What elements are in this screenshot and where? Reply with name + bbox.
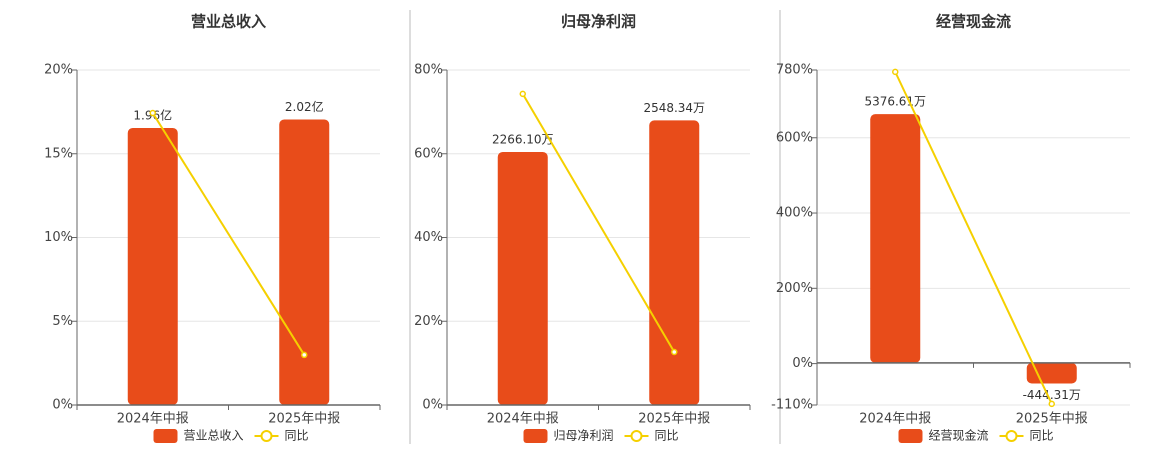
- legend-swatch: [153, 429, 178, 443]
- y-tick-label: 400%: [776, 206, 813, 221]
- x-tick-label: 2024年中报: [117, 412, 189, 427]
- y-tick-label: 600%: [776, 130, 813, 145]
- value-label: 2548.34万: [643, 101, 705, 115]
- legend-marker: [630, 430, 643, 442]
- legend-label: 归母净利润: [554, 429, 614, 443]
- chart-title: 经营现金流: [936, 13, 1011, 31]
- legend-label: 同比: [285, 429, 309, 443]
- x-tick-label: 2024年中报: [859, 412, 931, 427]
- bar: [870, 114, 921, 363]
- y-tick-label: 60%: [414, 146, 443, 161]
- y-tick-label: 200%: [776, 281, 813, 296]
- y-tick-label: 20%: [44, 63, 73, 78]
- y-tick-label: 10%: [44, 230, 73, 245]
- y-tick-label: 15%: [44, 146, 73, 161]
- y-tick-label: 0%: [792, 356, 813, 371]
- value-label: 5376.61万: [864, 95, 926, 109]
- x-tick-label: 2025年中报: [638, 412, 710, 427]
- legend-swatch: [523, 429, 548, 443]
- legend-label: 营业总收入: [184, 429, 244, 443]
- y-tick-label: 20%: [414, 314, 443, 329]
- value-label: -444.31万: [1023, 388, 1081, 402]
- line: [894, 71, 1053, 405]
- legend-label: 经营现金流: [929, 428, 989, 443]
- y-tick-label: 0%: [52, 398, 73, 413]
- bar: [649, 120, 700, 405]
- line: [151, 112, 306, 356]
- bar: [127, 127, 178, 405]
- x-tick-label: 2025年中报: [1016, 412, 1088, 427]
- legend-swatch: [898, 429, 923, 443]
- y-tick-label: 40%: [414, 230, 443, 245]
- y-tick-label: 5%: [52, 314, 73, 329]
- line-point: [671, 348, 678, 356]
- line-point: [519, 90, 526, 98]
- y-tick-label: -110%: [771, 398, 813, 413]
- line: [521, 93, 676, 353]
- value-label: 2.02亿: [285, 99, 324, 114]
- chart-title: 归母净利润: [561, 13, 636, 31]
- line-point: [301, 351, 308, 359]
- line-point: [149, 109, 156, 117]
- legend-marker: [1005, 430, 1018, 442]
- x-tick-label: 2024年中报: [487, 412, 559, 427]
- line-point: [892, 68, 899, 76]
- y-tick-label: 80%: [414, 63, 443, 78]
- legend-marker: [260, 430, 273, 442]
- value-label: 2266.10万: [492, 132, 554, 146]
- bar: [497, 151, 548, 405]
- y-tick-label: 0%: [422, 398, 443, 413]
- x-tick-label: 2025年中报: [268, 412, 340, 427]
- legend-label: 同比: [655, 429, 679, 443]
- y-tick-label: 780%: [776, 63, 813, 78]
- legend-label: 同比: [1030, 429, 1054, 443]
- line-point: [1048, 400, 1055, 408]
- bar: [279, 119, 330, 406]
- chart-title: 营业总收入: [191, 13, 266, 31]
